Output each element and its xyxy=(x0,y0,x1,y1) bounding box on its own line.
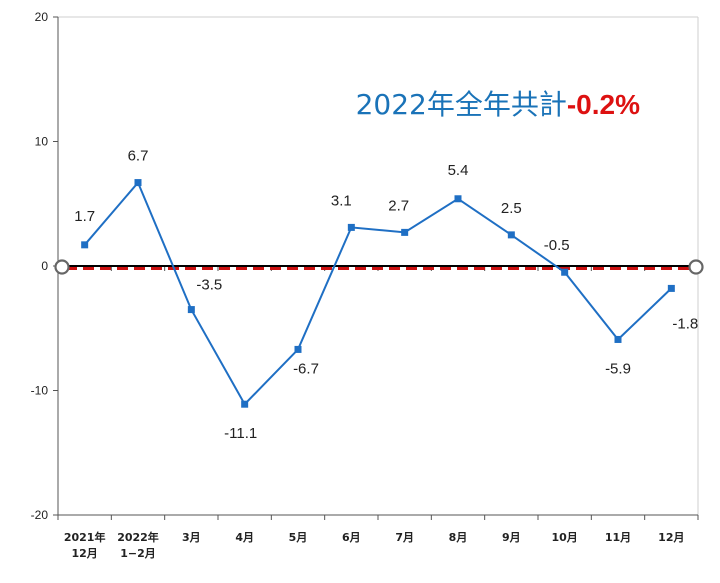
data-point xyxy=(81,241,89,249)
x-tick-label: 3月 xyxy=(182,531,201,544)
x-tick-label: 2022年 xyxy=(117,530,159,544)
data-labels-layer: 1.7 6.7 -3.5 -11.1 -6.7 3.1 2.7 5.4 2.5 -0.5 -5.9 -… xyxy=(74,148,698,443)
data-label: 3.1 xyxy=(331,192,352,209)
data-point xyxy=(561,268,569,276)
data-label: 2.7 xyxy=(388,197,409,214)
annual-total-annotation: 2022年全年共計-0.2% xyxy=(356,88,641,121)
data-label: -3.5 xyxy=(196,277,222,294)
data-point xyxy=(667,284,675,292)
x-tick-label: 7月 xyxy=(395,531,414,544)
axes-layer: 20 10 0 -10 -20 2021年 12月 2022年 1−2月 3月 4月 5月 6月 7月 8月… xyxy=(31,10,699,560)
data-label: -5.9 xyxy=(605,360,631,377)
x-tick-label: 10月 xyxy=(552,531,578,544)
y-tick-label: 20 xyxy=(35,10,49,24)
y-tick-label: 10 xyxy=(35,135,49,149)
x-tick-label: 4月 xyxy=(235,531,254,544)
x-tick-label: 12月 xyxy=(658,531,684,544)
y-tick-label: 0 xyxy=(41,259,48,273)
data-label: -0.5 xyxy=(544,237,570,254)
data-point xyxy=(187,306,195,314)
data-point xyxy=(294,345,302,353)
data-label: -1.8 xyxy=(672,315,698,332)
data-label: 6.7 xyxy=(128,148,149,165)
data-point xyxy=(507,231,515,239)
data-point xyxy=(241,400,249,408)
x-tick-label: 1−2月 xyxy=(120,547,156,560)
data-label: 5.4 xyxy=(448,162,469,179)
data-label: 2.5 xyxy=(501,200,522,217)
reference-layer xyxy=(54,259,704,275)
data-point xyxy=(454,195,462,203)
reference-endpoint-right xyxy=(688,259,704,275)
data-label: 1.7 xyxy=(74,208,95,225)
data-label: -11.1 xyxy=(224,425,257,442)
data-point xyxy=(401,228,409,236)
annotation-prefix: 2022年全年共計 xyxy=(356,88,567,121)
x-tick-label: 6月 xyxy=(342,531,361,544)
x-tick-label: 9月 xyxy=(502,531,521,544)
x-tick-label: 11月 xyxy=(605,531,631,544)
annotation-value: -0.2% xyxy=(567,89,640,120)
series-layer xyxy=(81,179,675,408)
x-tick-label: 8月 xyxy=(449,531,468,544)
x-tick-label: 12月 xyxy=(72,547,98,560)
x-tick-label: 5月 xyxy=(289,531,308,544)
data-point xyxy=(614,335,622,343)
reference-endpoint-left xyxy=(54,259,70,275)
series-line xyxy=(83,180,672,406)
data-point xyxy=(347,223,355,231)
y-tick-label: -20 xyxy=(31,508,49,522)
y-tick-label: -10 xyxy=(31,384,49,398)
x-tick-label: 2021年 xyxy=(64,530,106,544)
data-point xyxy=(134,179,142,187)
data-label: -6.7 xyxy=(293,360,319,377)
